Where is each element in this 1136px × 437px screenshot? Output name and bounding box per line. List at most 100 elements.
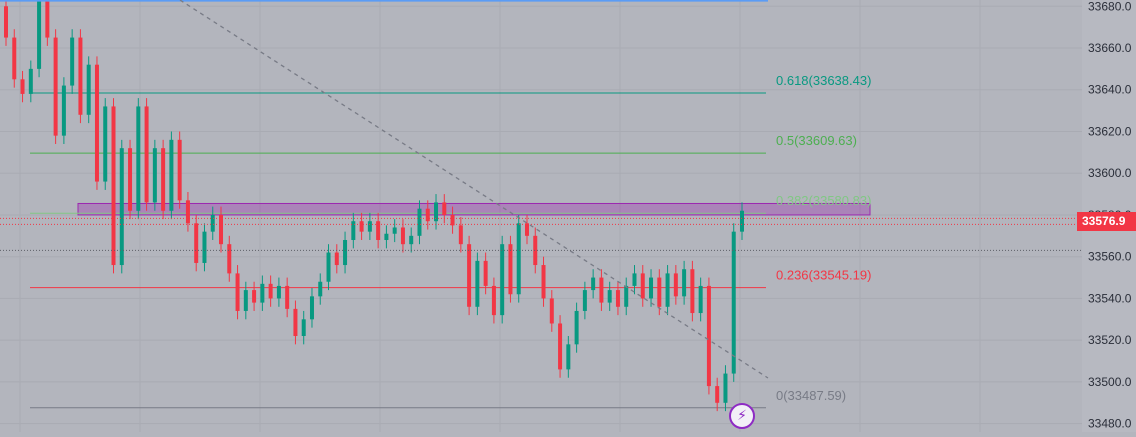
candle-body — [128, 148, 133, 211]
candle-body — [53, 37, 58, 136]
candle-body — [343, 240, 348, 266]
trend-line — [179, 0, 769, 379]
candle-body — [235, 273, 240, 311]
current-price-tag: 33576.9 — [1077, 211, 1136, 231]
candle — [673, 265, 678, 305]
candle-body — [458, 225, 463, 245]
candle — [723, 365, 728, 412]
candle — [566, 336, 571, 378]
candle — [582, 281, 587, 320]
candle — [86, 56, 91, 124]
y-tick-label: 33560.0 — [1088, 250, 1132, 264]
candle — [70, 29, 75, 94]
candle-body — [549, 298, 554, 324]
candle — [409, 227, 414, 253]
candle-body — [673, 273, 678, 297]
candle — [500, 235, 505, 324]
candle — [12, 29, 17, 88]
candle-body — [491, 285, 496, 316]
candle — [508, 235, 513, 303]
candle — [690, 260, 695, 322]
candle-body — [210, 214, 215, 232]
candle-body — [111, 106, 116, 266]
candle — [235, 265, 240, 320]
candle-body — [268, 283, 273, 299]
candle — [343, 231, 348, 274]
fibonacci-retracement[interactable]: 0.618(33638.43) 0.5(33609.63) 0.382(33580.… — [30, 73, 871, 409]
candle — [392, 219, 397, 243]
candle — [260, 275, 265, 311]
candle — [194, 214, 199, 272]
candle — [367, 212, 372, 240]
candle — [202, 223, 207, 272]
candle-body — [252, 290, 257, 303]
candle-body — [185, 200, 190, 224]
candle-body — [326, 252, 331, 282]
candle — [665, 265, 670, 316]
candle-body — [409, 235, 414, 245]
overlay-lines — [0, 0, 1082, 379]
candle-body — [78, 37, 83, 115]
candle — [177, 131, 182, 209]
candle-body — [500, 244, 505, 316]
candle-body — [657, 277, 662, 307]
candle-body — [359, 221, 364, 232]
candle-body — [202, 231, 207, 263]
candle — [640, 265, 645, 307]
candle-body — [624, 285, 629, 307]
candle-body — [541, 265, 546, 299]
candle — [309, 288, 314, 328]
candle-body — [582, 290, 587, 311]
candle-body — [144, 106, 149, 203]
candle — [318, 273, 323, 305]
candle-body — [698, 285, 703, 314]
candle — [20, 70, 25, 103]
candle-body — [640, 273, 645, 299]
candle — [169, 131, 174, 220]
candle-body — [558, 323, 563, 370]
candle-body — [260, 283, 265, 303]
candle-body — [740, 210, 744, 232]
candle — [624, 277, 629, 316]
candle-body — [731, 231, 736, 374]
candle — [706, 277, 711, 395]
candle — [715, 377, 720, 412]
candle — [219, 206, 224, 253]
candle — [128, 139, 133, 220]
candle-body — [706, 285, 711, 387]
candle — [334, 244, 339, 274]
candle — [541, 256, 546, 307]
candle-body — [665, 273, 670, 307]
y-tick-label: 33640.0 — [1088, 83, 1132, 97]
candle — [152, 139, 157, 211]
candle — [4, 0, 8, 46]
y-tick-label: 33540.0 — [1088, 291, 1132, 305]
candle-body — [86, 64, 91, 115]
candle-body — [309, 296, 314, 320]
candle — [458, 217, 463, 253]
candle-body — [483, 260, 488, 286]
candle — [45, 0, 50, 46]
candle-body — [392, 227, 397, 234]
candle-body — [351, 221, 356, 240]
candle — [599, 269, 604, 311]
candle — [475, 252, 480, 316]
candle — [252, 281, 257, 311]
candle-body — [516, 223, 521, 295]
candle — [682, 260, 687, 305]
y-tick-label: 33480.0 — [1088, 417, 1132, 431]
candle-body — [94, 64, 99, 182]
candle — [434, 194, 439, 230]
grid-lines — [0, 0, 1082, 432]
candle — [740, 202, 744, 240]
candle — [359, 212, 364, 240]
candle — [53, 29, 58, 144]
candle-body — [690, 269, 695, 314]
y-tick-label: 33660.0 — [1088, 41, 1132, 55]
y-tick-label: 33600.0 — [1088, 166, 1132, 180]
lightning-bolt-icon[interactable]: ⚡ — [729, 403, 755, 429]
candle — [243, 281, 248, 320]
candle — [268, 275, 273, 307]
candle-body — [12, 37, 17, 80]
